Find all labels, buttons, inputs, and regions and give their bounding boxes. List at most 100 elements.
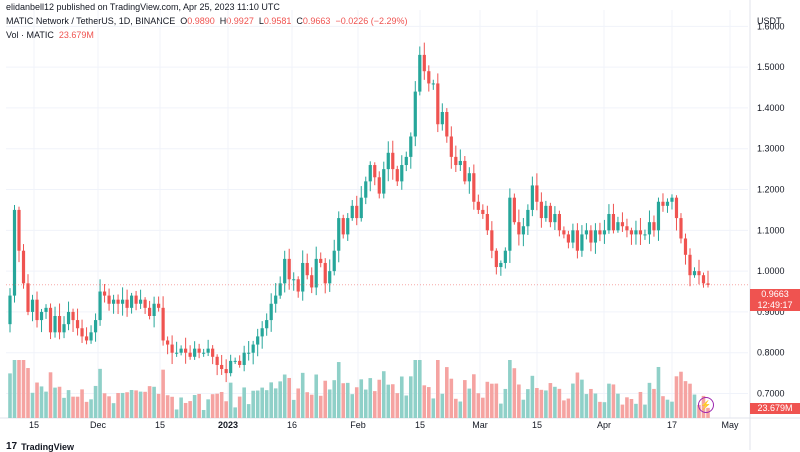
volume-bar [485, 381, 490, 418]
volume-bar [625, 397, 629, 418]
y-tick-label: 1.0000 [757, 266, 785, 276]
last-price-tag: 0.9663 12:49:17 [750, 289, 800, 311]
symbol-legend[interactable]: MATIC Network / TetherUS, 1D, BINANCE O0… [6, 16, 408, 26]
volume-bar [170, 396, 174, 418]
candle-body [620, 222, 625, 227]
candle-body [512, 197, 516, 223]
candle-body [21, 250, 26, 284]
candle-body [197, 348, 201, 353]
candle-body [215, 356, 219, 365]
volume-bar [269, 382, 273, 418]
candle-body [508, 197, 512, 251]
candle-body [26, 283, 30, 312]
candle-body [346, 218, 350, 235]
candle-body [328, 271, 332, 284]
volume-bar [386, 384, 391, 418]
candle-body [503, 250, 507, 263]
volume-bar [467, 388, 472, 418]
volume-bar [197, 393, 201, 418]
lightning-icon[interactable]: ⚡ [698, 397, 714, 413]
volume-bar [318, 395, 323, 418]
x-tick-label: 16 [287, 420, 297, 430]
candle-body [350, 205, 354, 219]
candle-body [395, 169, 399, 182]
candle-body [521, 226, 525, 235]
candle-body [418, 54, 422, 92]
volume-bar [354, 387, 359, 418]
candle-body [557, 214, 561, 231]
volume-bar [593, 393, 598, 418]
volume-bar [589, 388, 593, 418]
candle-body [39, 311, 44, 321]
volume-bar [670, 401, 674, 418]
x-tick-label: May [721, 420, 739, 430]
volume-bar [350, 394, 355, 418]
candle-body [607, 214, 611, 231]
volume-bar [692, 394, 697, 418]
candle-body [562, 230, 566, 235]
volume-bar [368, 378, 373, 418]
volume-bar [89, 399, 93, 418]
volume-legend[interactable]: Vol · MATIC 23.679M [6, 30, 94, 40]
candle-body [12, 209, 17, 296]
volume-bar [291, 399, 296, 418]
candle-body [287, 258, 291, 280]
candle-body [706, 283, 710, 285]
candle-body [463, 160, 467, 182]
volume-bar [188, 401, 192, 418]
candle-body [188, 352, 192, 357]
volume-bar [454, 398, 458, 418]
volume-bar [481, 397, 485, 418]
volume-bar [147, 386, 152, 418]
candle-body [661, 201, 665, 206]
candle-body [364, 181, 368, 198]
candle-body [278, 283, 282, 296]
candle-body [247, 352, 251, 354]
candle-body [193, 348, 197, 357]
candle-body [89, 332, 93, 341]
candle-body [602, 230, 607, 235]
volume-bar [134, 390, 138, 418]
candle-body [701, 275, 706, 284]
x-tick-label: Feb [350, 420, 366, 430]
volume-bar [332, 380, 337, 418]
volume-bar [323, 380, 328, 418]
x-tick-label: 15 [155, 420, 165, 430]
candle-body [481, 209, 485, 214]
volume-bar [602, 402, 607, 418]
volume-bar [66, 390, 71, 418]
candle-body [75, 320, 80, 329]
candle-body [301, 262, 305, 292]
candle-body [148, 307, 152, 316]
open-value: 0.9890 [187, 16, 215, 26]
close-value: 0.9663 [302, 16, 331, 26]
last-price: 0.9663 [761, 289, 789, 299]
volume-bar [21, 360, 26, 418]
candle-body [152, 303, 156, 316]
volume-bar [472, 374, 476, 418]
volume-bar [233, 407, 237, 418]
candle-body [323, 262, 327, 284]
candle-body [643, 234, 647, 236]
high-label: H [219, 16, 227, 26]
candle-body [431, 83, 435, 85]
volume-bar [143, 391, 147, 418]
candle-body [476, 201, 480, 210]
volume-bar [111, 403, 116, 418]
x-tick-label: Mar [472, 420, 488, 430]
volume-bar [697, 404, 701, 418]
y-tick-label: 0.9000 [757, 307, 785, 317]
candle-body [80, 328, 84, 337]
candle-body [30, 299, 35, 312]
volume-bar [39, 386, 44, 418]
candle-body [355, 205, 359, 219]
candle-body [652, 222, 656, 231]
tradingview-brand[interactable]: 17 TradingView [6, 441, 74, 452]
volume-bar [494, 383, 499, 418]
candle-body [66, 311, 71, 325]
candle-body [17, 209, 21, 251]
candle-body [409, 136, 413, 157]
volume-bar [75, 396, 80, 418]
volume-bar [476, 393, 481, 418]
